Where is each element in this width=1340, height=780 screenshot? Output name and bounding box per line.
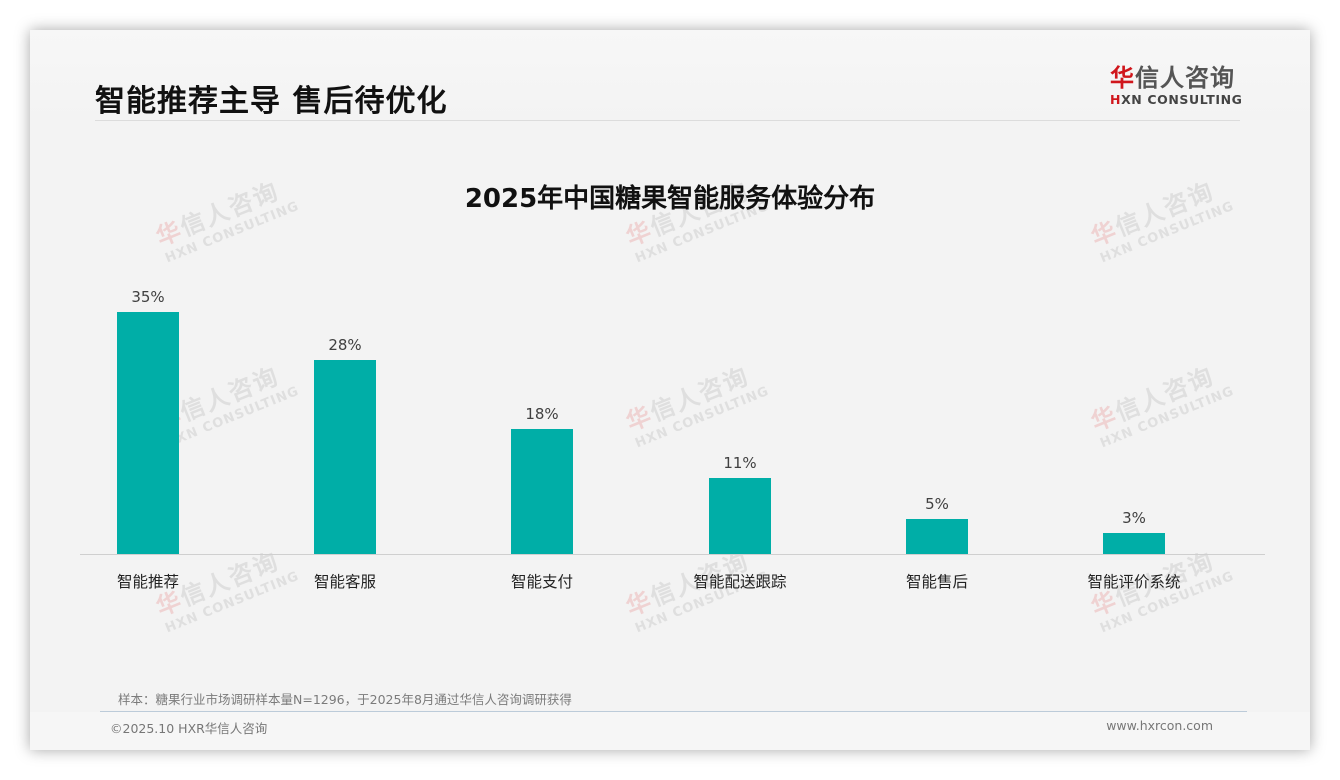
footer-divider — [100, 711, 1247, 712]
bar — [117, 312, 179, 554]
page-title: 智能推荐主导 售后待优化 — [95, 84, 448, 119]
bar — [511, 429, 573, 554]
company-logo: 华信人咨询 HXN CONSULTING — [1110, 64, 1245, 108]
category-label: 智能支付 — [510, 573, 573, 591]
sample-note: 样本：糖果行业市场调研样本量N=1296，于2025年8月通过华信人咨询调研获得 — [118, 692, 572, 707]
bar — [1103, 533, 1165, 554]
bar-group: 28% — [314, 230, 376, 554]
logo-cn: 华信人咨询 — [1110, 64, 1235, 92]
logo-en: HXN CONSULTING — [1110, 92, 1243, 107]
bar-value-label: 28% — [328, 336, 362, 354]
header-divider — [95, 120, 1240, 121]
category-label: 智能配送跟踪 — [693, 573, 787, 591]
category-label: 智能客服 — [313, 573, 376, 591]
bar-value-label: 35% — [131, 288, 165, 306]
category-label: 智能售后 — [905, 573, 968, 591]
bar-group: 11% — [709, 230, 771, 554]
bar-value-label: 3% — [1122, 509, 1146, 527]
header-band — [30, 30, 1310, 118]
bar-group: 35% — [117, 230, 179, 554]
category-label: 智能评价系统 — [1087, 573, 1181, 591]
bar-chart: 35% 智能推荐 28% 智能客服 18% 智能支付 11% 智能配送跟踪 5% 智能售后 3% 智能… — [80, 230, 1265, 591]
bar — [906, 519, 968, 554]
bar-value-label: 18% — [525, 405, 559, 423]
bar-group: 5% — [906, 230, 968, 554]
slide-card: 智能推荐主导 售后待优化 华信人咨询 HXN CONSULTING 华信人咨询 H… — [30, 30, 1310, 750]
bar-value-label: 5% — [925, 495, 949, 513]
bar-value-label: 11% — [723, 454, 757, 472]
website-link[interactable]: www.hxrcon.com — [1106, 718, 1213, 733]
bar — [709, 478, 771, 554]
bar-group: 18% — [511, 230, 573, 554]
x-axis-line — [80, 554, 1265, 555]
chart-title: 2025年中国糖果智能服务体验分布 — [464, 184, 876, 214]
footer-band — [30, 712, 1310, 750]
bar — [314, 360, 376, 554]
category-label: 智能推荐 — [116, 573, 179, 591]
bar-group: 3% — [1103, 230, 1165, 554]
copyright-text: ©2025.10 HXR华信人咨询 — [110, 721, 268, 736]
